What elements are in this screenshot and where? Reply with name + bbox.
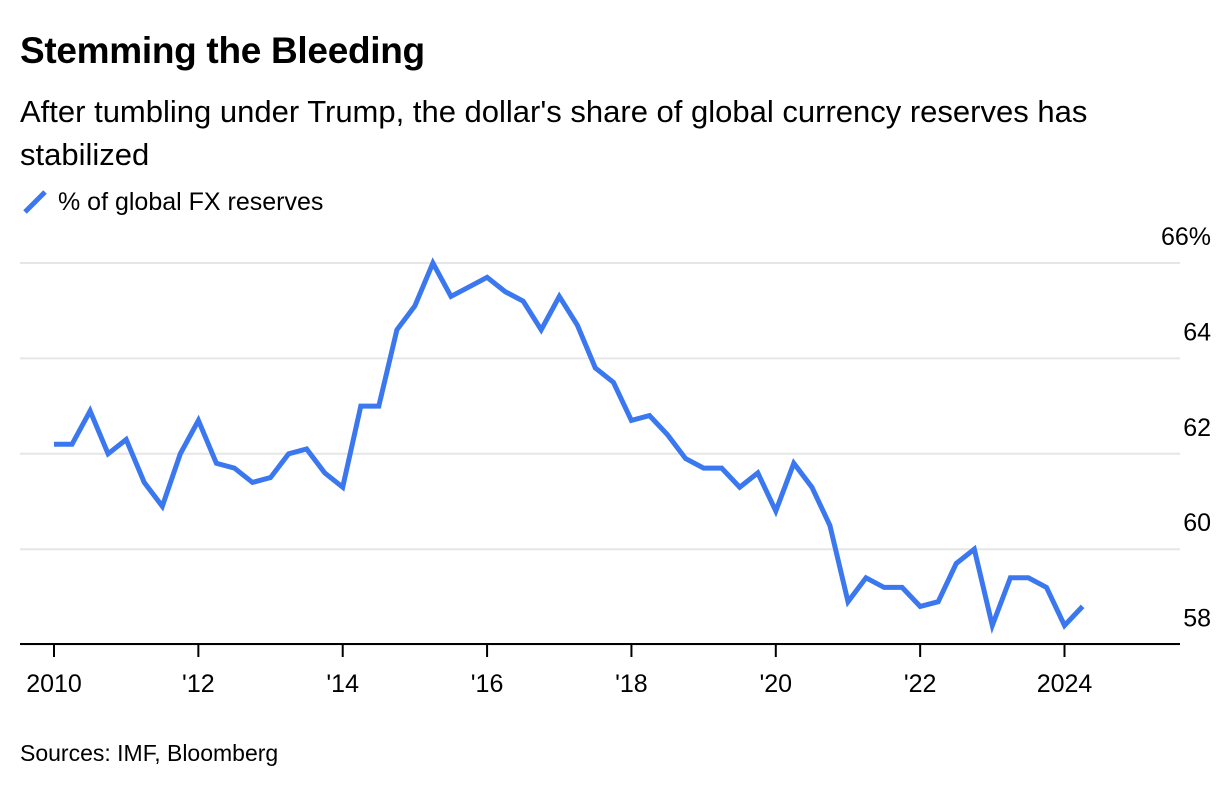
y-tick-label: 64	[1183, 318, 1211, 346]
x-tick-label: 2024	[1037, 670, 1093, 698]
y-tick-label: 66%	[1161, 223, 1211, 251]
source-note: Sources: IMF, Bloomberg	[20, 740, 279, 766]
y-tick-label: 58	[1183, 605, 1211, 633]
chart-title: Stemming the Bleeding	[20, 30, 425, 71]
legend-line-swatch	[23, 190, 47, 214]
x-tick-label: '16	[471, 670, 504, 698]
x-tick-label: '18	[615, 670, 648, 698]
x-axis: 2010 '12 '14 '16 '18 '20 '22 2024	[20, 643, 1180, 698]
legend: % of global FX reserves	[22, 185, 323, 219]
x-tick-label: '22	[904, 670, 937, 698]
x-tick-label: '20	[759, 670, 792, 698]
y-tick-label: 60	[1183, 509, 1211, 537]
y-axis-tick-labels: 58 60 62 64 66%	[1161, 223, 1211, 633]
series-group	[54, 257, 1085, 635]
x-tick-label: '12	[182, 670, 215, 698]
y-tick-label: 62	[1183, 414, 1211, 442]
series-line	[54, 257, 1085, 635]
chart-subtitle: After tumbling under Trump, the dollar's…	[20, 94, 1088, 172]
x-tick-label: '14	[326, 670, 359, 698]
legend-label: % of global FX reserves	[58, 187, 324, 216]
x-tick-label: 2010	[26, 670, 82, 698]
